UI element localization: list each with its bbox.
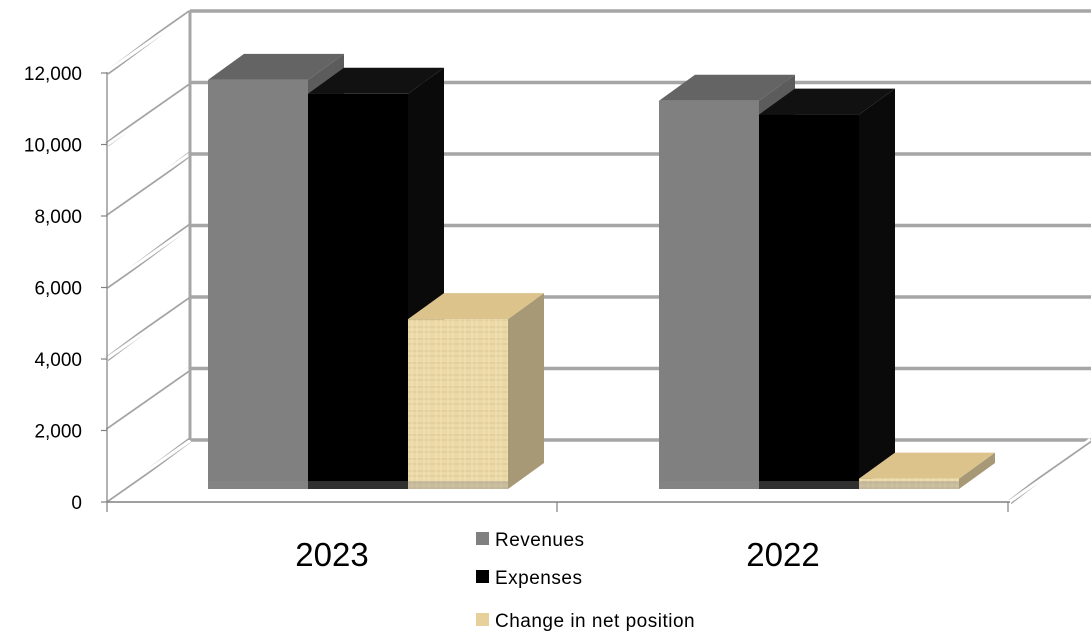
bar-change-in-net-position-2023 xyxy=(408,293,544,489)
bar-top xyxy=(659,74,795,101)
bar-expenses-2022 xyxy=(759,88,895,489)
y-tick-label: 12,000 xyxy=(24,64,82,85)
bar-side xyxy=(508,293,544,489)
bar-top xyxy=(308,67,444,94)
bar-side xyxy=(959,452,995,489)
y-tick-label: 0 xyxy=(71,493,82,514)
bar-front xyxy=(208,79,308,489)
y-tick-label: 4,000 xyxy=(34,350,82,371)
floor-right-edge xyxy=(1008,438,1091,504)
side-wall-line xyxy=(105,80,192,147)
x-category-label: 2023 xyxy=(295,536,368,573)
bar-base-shadow xyxy=(659,481,959,489)
y-tick-label: 10,000 xyxy=(24,136,82,157)
legend-swatch xyxy=(476,613,489,626)
side-wall-line xyxy=(105,366,192,433)
bar-front xyxy=(408,319,508,489)
bar-front xyxy=(659,100,759,489)
y-tick-label: 2,000 xyxy=(34,422,82,443)
bar-front xyxy=(308,93,408,490)
bar-front xyxy=(859,478,959,489)
bar-side xyxy=(859,88,895,489)
bar-change-in-net-position-2022 xyxy=(859,452,995,489)
legend: Revenues Expenses Change in net position xyxy=(476,530,695,632)
chart-labels: 0 2,000 4,000 6,000 8,000 10,000 12,000 2023 202… xyxy=(24,64,820,573)
legend-item-revenues: Revenues xyxy=(476,530,585,551)
bar-top xyxy=(859,452,995,479)
side-wall-line xyxy=(105,8,192,76)
bar-top xyxy=(208,53,344,80)
bar-top xyxy=(759,88,895,115)
legend-item-change-in-net-position: Change in net position xyxy=(476,611,695,632)
side-wall-line xyxy=(105,294,192,362)
chart-bars xyxy=(208,53,995,490)
legend-swatch xyxy=(476,532,489,545)
legend-label: Revenues xyxy=(495,530,585,551)
x-category-label: 2022 xyxy=(746,536,819,573)
bar-top xyxy=(408,293,544,320)
y-tick-label: 6,000 xyxy=(34,279,82,300)
legend-label: Expenses xyxy=(495,568,582,589)
bar-expenses-2023 xyxy=(308,67,444,490)
legend-label: Change in net position xyxy=(495,611,695,632)
y-tick-label: 8,000 xyxy=(34,207,82,228)
side-wall-line xyxy=(105,437,192,505)
side-wall-line xyxy=(105,223,192,290)
legend-swatch xyxy=(476,570,489,583)
legend-item-expenses: Expenses xyxy=(476,568,582,589)
side-wall-line xyxy=(105,151,192,219)
bar-base-shadow xyxy=(208,481,508,489)
chart-axes xyxy=(101,8,1091,512)
bar-front xyxy=(759,114,859,489)
